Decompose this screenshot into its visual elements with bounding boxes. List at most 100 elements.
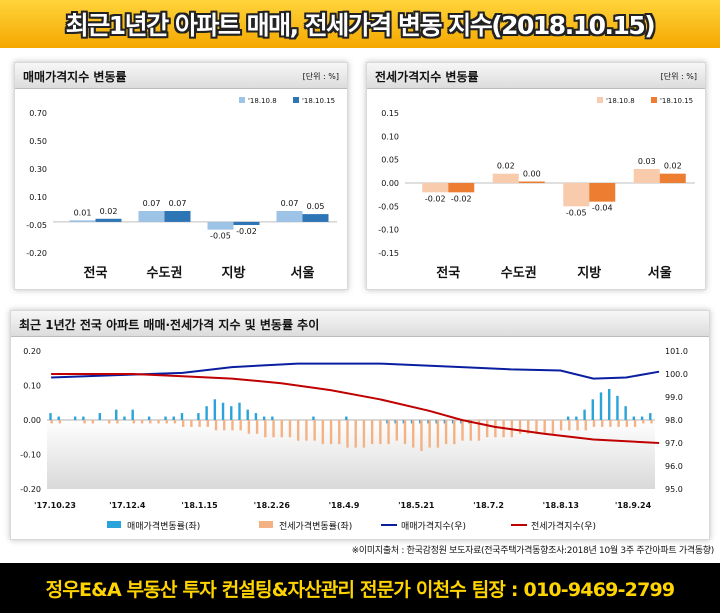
lease-change-bar [469, 420, 472, 441]
sale-change-bar [575, 416, 578, 420]
lease-data-label: -0.02 [425, 194, 446, 203]
sale-change-bar [164, 416, 167, 420]
sale-category-label: 전국 [84, 265, 108, 281]
lease-change-bar [650, 420, 653, 424]
lease-change-bar [551, 420, 555, 434]
page-title: 최근1년간 아파트 매매, 전세가격 변동 지수(2018.10.15) [65, 11, 656, 40]
lease-change-bar [255, 420, 259, 434]
sale-change-bar [583, 409, 586, 420]
trend-legend-label: 전세가격지수(우) [531, 520, 596, 532]
sale-bar [69, 220, 96, 222]
lease-legend-swatch [597, 97, 603, 103]
lease-bar [492, 173, 519, 183]
lease-change-bar [140, 420, 144, 424]
lease-change-bar [173, 420, 177, 424]
lease-change-bar [329, 420, 333, 445]
lease-change-bar [584, 420, 587, 431]
sale-data-label: 0.07 [281, 199, 299, 208]
lease-change-bar [313, 420, 316, 441]
lease-change-bar [412, 420, 415, 448]
lease-change-bar [559, 420, 563, 431]
lease-change-bar [477, 420, 481, 441]
lease-change-bar [280, 420, 283, 438]
lease-change-bar [379, 420, 382, 445]
trend-left-tick-label: 0.20 [23, 347, 41, 356]
sale-change-bar [73, 416, 77, 420]
sale-category-label: 지방 [222, 265, 246, 281]
trend-left-tick-label: -0.10 [20, 451, 41, 460]
sale-legend-swatch [239, 97, 245, 103]
sale-change-bar [254, 413, 258, 420]
lease-change-chart: 0.15 0.10 0.05 0.00 -0.05 -0.10 -0.15 '18.10.8 '… [378, 97, 695, 281]
sale-panel-title: 매매가격지수 변동률 [23, 70, 127, 84]
lease-change-bar [247, 420, 251, 434]
lease-change-bar [50, 420, 53, 424]
trend-x-tick-label: '18.1.15 [181, 501, 218, 510]
lease-change-bar [362, 420, 366, 448]
lease-change-bar [338, 420, 341, 445]
sale-bar [95, 218, 122, 222]
trend-legend-label: 전세가격변동률(좌) [279, 520, 352, 532]
lease-data-label: -0.04 [592, 204, 613, 213]
trend-chart: 0.20 0.10 0.00 -0.10 -0.20 101.0 100.0 99.0 98.0… [20, 347, 688, 532]
sale-change-bar [271, 416, 274, 420]
lease-bar [563, 183, 590, 207]
lease-y-tick-label: -0.05 [378, 202, 399, 211]
sale-y-tick-label: 0.70 [29, 109, 47, 118]
lease-change-bar [305, 420, 308, 441]
trend-right-tick-label: 97.0 [665, 439, 683, 448]
trend-right-tick-label: 100.0 [665, 370, 688, 379]
sale-change-bar [591, 399, 594, 420]
lease-bar [659, 173, 686, 183]
lease-legend-swatch [651, 97, 657, 103]
sale-legend-swatch [293, 97, 299, 103]
sale-change-bar [57, 416, 60, 420]
lease-data-label: 0.00 [523, 170, 541, 179]
lease-change-bar [165, 420, 168, 424]
lease-panel-header: 전세가격지수 변동률 [단위 : %] [367, 63, 705, 89]
trend-right-tick-label: 95.0 [665, 485, 683, 494]
lease-change-bar [157, 420, 160, 424]
lease-change-bar [617, 420, 620, 427]
lease-change-bar [214, 420, 218, 431]
lease-legend-label: '18.10.8 [606, 97, 635, 105]
trend-legend-swatch [107, 521, 121, 528]
lease-change-bar [485, 420, 489, 438]
lease-change-bar [346, 420, 349, 448]
lease-y-tick-label: -0.15 [378, 249, 399, 258]
lease-y-tick-label: 0.00 [381, 179, 399, 188]
sale-category-label: 서울 [291, 265, 315, 281]
lease-change-bar [108, 420, 111, 424]
lease-change-bar [395, 420, 398, 441]
trend-panel-title: 최근 1년간 전국 아파트 매매·전세가격 지수 및 변동률 추이 [19, 318, 320, 332]
trend-x-tick-label: '17.12.4 [109, 501, 146, 510]
lease-change-bar [461, 420, 464, 441]
lease-bar [448, 183, 475, 193]
sale-change-panel: 매매가격지수 변동률 [단위 : %] 0.70 0.50 0.30 0.10 -0.0… [14, 62, 348, 290]
sale-change-bar [649, 413, 652, 420]
source-note: ※이미지출처 : 한국감정원 보도자료(전국주택가격동향조사:2018년 10월… [351, 546, 715, 556]
trend-x-tick-label: '17.10.23 [34, 501, 76, 510]
lease-change-bar [190, 420, 193, 427]
lease-y-tick-label: 0.10 [381, 132, 399, 141]
trend-x-tick-label: '18.2.26 [254, 501, 291, 510]
title-banner: 최근1년간 아파트 매매, 전세가격 변동 지수(2018.10.15) [0, 0, 720, 48]
lease-change-bar [296, 420, 300, 441]
lease-change-bar [321, 420, 325, 445]
sale-category-label: 수도권 [147, 266, 183, 281]
sale-change-bar [608, 388, 611, 420]
lease-change-bar [543, 420, 546, 434]
trend-right-tick-label: 101.0 [665, 347, 688, 356]
lease-change-bar [633, 420, 637, 427]
sale-panel-header: 매매가격지수 변동률 [단위 : %] [15, 63, 347, 89]
trend-left-tick-label: 0.10 [23, 382, 41, 391]
trend-legend-swatch [259, 521, 273, 528]
lease-change-bar [288, 420, 292, 438]
lease-change-bar [444, 420, 448, 445]
lease-change-bar [609, 420, 612, 427]
trend-left-tick-label: -0.20 [20, 485, 41, 494]
lease-legend-label: '18.10.15 [660, 97, 693, 105]
footer-contact-text: 정우E&A 부동산 투자 컨설팅&자산관리 전문가 이천수 팀장 : 010-9… [45, 578, 676, 601]
sale-y-tick-label: 0.10 [29, 193, 47, 202]
lease-change-bar [600, 420, 604, 427]
